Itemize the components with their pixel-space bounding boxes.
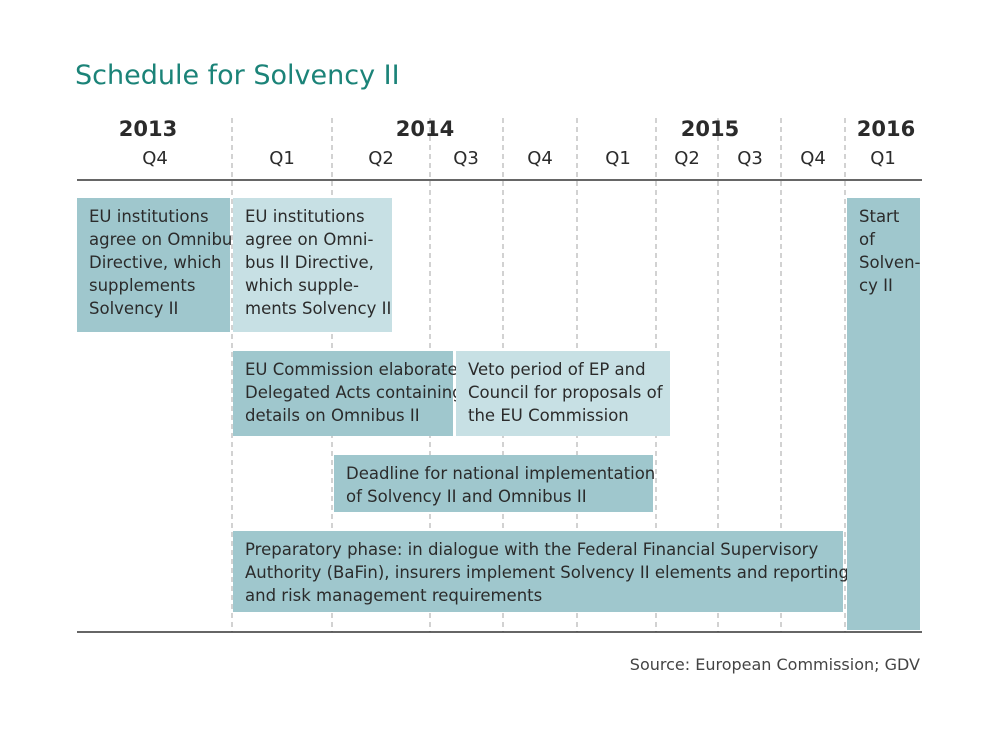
quarter-label: Q2 xyxy=(368,148,394,169)
quarter-label: Q3 xyxy=(453,148,479,169)
box-text: details on Omnibus II xyxy=(245,406,420,425)
box-text: agree on Omnibus xyxy=(89,230,241,249)
quarter-label: Q3 xyxy=(737,148,763,169)
phase-box xyxy=(456,351,670,436)
box-text: Solven- xyxy=(859,253,921,272)
box-text: of Solvency II and Omnibus II xyxy=(346,487,587,506)
quarter-label: Q4 xyxy=(800,148,826,169)
box-text: Start xyxy=(859,207,900,226)
box-text: Authority (BaFin), insurers implement So… xyxy=(245,563,849,582)
box-text: which supple- xyxy=(245,276,359,295)
box-text: Preparatory phase: in dialogue with the … xyxy=(245,540,818,559)
phase-box xyxy=(334,455,653,512)
phase-box xyxy=(233,351,453,436)
year-label: 2016 xyxy=(857,117,915,141)
quarter-label: Q4 xyxy=(142,148,168,169)
phase-box xyxy=(847,198,920,630)
box-text: cy II xyxy=(859,276,893,295)
box-text: and risk management requirements xyxy=(245,586,542,605)
quarter-label: Q1 xyxy=(269,148,295,169)
box-text: agree on Omni- xyxy=(245,230,373,249)
phase-box xyxy=(233,198,392,332)
year-label: 2014 xyxy=(396,117,454,141)
source: Source: European Commission; GDV xyxy=(630,655,920,674)
box-text: supplements xyxy=(89,276,196,295)
box-text: Deadline for national implementation xyxy=(346,464,655,483)
box-text: Directive, which xyxy=(89,253,221,272)
quarter-label: Q4 xyxy=(527,148,553,169)
box-text: ments Solvency II xyxy=(245,299,391,318)
year-label: 2015 xyxy=(681,117,739,141)
box-text: the EU Commission xyxy=(468,406,629,425)
box-text: EU institutions xyxy=(245,207,365,226)
box-text: of xyxy=(859,230,876,249)
box-text: Veto period of EP and xyxy=(468,360,646,379)
box-text: Delegated Acts containing xyxy=(245,383,463,402)
phase-box xyxy=(77,198,230,332)
quarter-label: Q1 xyxy=(605,148,631,169)
quarter-label: Q2 xyxy=(674,148,700,169)
box-text: bus II Directive, xyxy=(245,253,374,272)
title: Schedule for Solvency II xyxy=(75,60,400,91)
box-text: Council for proposals of xyxy=(468,383,664,402)
box-text: Solvency II xyxy=(89,299,178,318)
box-text: EU Commission elaborates xyxy=(245,360,466,379)
quarter-label: Q1 xyxy=(870,148,896,169)
box-text: EU institutions xyxy=(89,207,209,226)
year-label: 2013 xyxy=(119,117,177,141)
phase-box xyxy=(233,531,843,612)
